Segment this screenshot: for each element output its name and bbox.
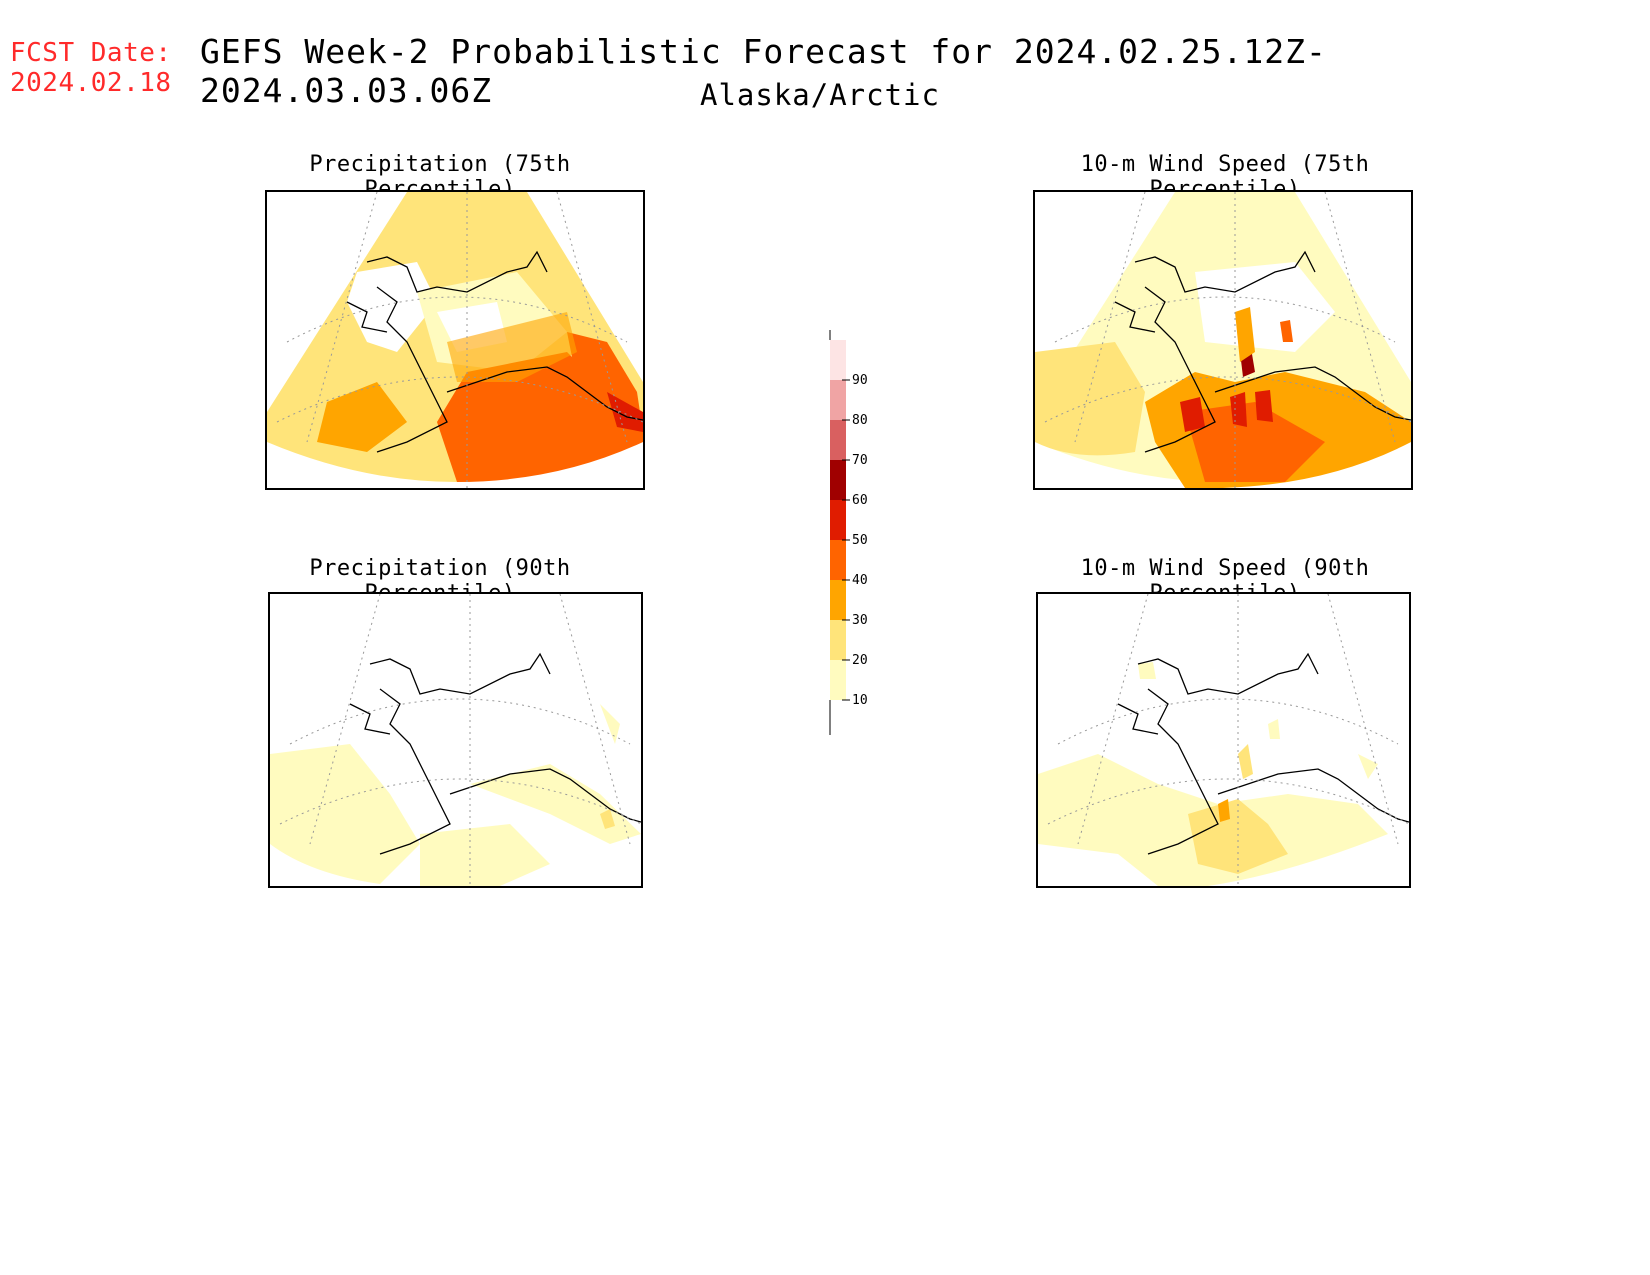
colorbar-label-50: 50	[852, 533, 868, 548]
panel-title-precip-75: Precipitation (75th Percentile)	[309, 152, 571, 202]
colorbar-swatch-7	[830, 380, 846, 420]
page-subtitle: Alaska/Arctic	[700, 78, 940, 112]
colorbar-label-60: 60	[852, 493, 868, 508]
colorbar-swatch-1	[830, 620, 846, 660]
colorbar-label-80: 80	[852, 413, 868, 428]
colorbar-swatch-3	[830, 540, 846, 580]
map-precip-90	[268, 592, 643, 888]
colorbar-legend: 10 20 30 40 50 60 70 80 90	[800, 310, 890, 750]
colorbar-label-90: 90	[852, 373, 868, 388]
map-precip-75	[265, 190, 645, 490]
colorbar-swatch-6	[830, 420, 846, 460]
colorbar-swatch-5	[830, 460, 846, 500]
forecast-date-label: FCST Date: 2024.02.18	[10, 38, 172, 98]
map-wind-75	[1033, 190, 1413, 490]
colorbar-label-20: 20	[852, 653, 868, 668]
page-title: GEFS Week-2 Probabilistic Forecast for 2…	[200, 32, 1327, 110]
colorbar-swatch-0	[830, 660, 846, 700]
colorbar-label-30: 30	[852, 613, 868, 628]
colorbar-label-10: 10	[852, 693, 868, 708]
colorbar-label-40: 40	[852, 573, 868, 588]
fcst-label: FCST Date:	[10, 38, 172, 68]
colorbar-swatch-2	[830, 580, 846, 620]
colorbar-swatch-4	[830, 500, 846, 540]
colorbar-swatch-8	[830, 340, 846, 380]
colorbar-svg: 10 20 30 40 50 60 70 80 90	[829, 310, 868, 735]
map-wind-90	[1036, 592, 1411, 888]
fcst-date: 2024.02.18	[10, 68, 172, 98]
colorbar-label-70: 70	[852, 453, 868, 468]
